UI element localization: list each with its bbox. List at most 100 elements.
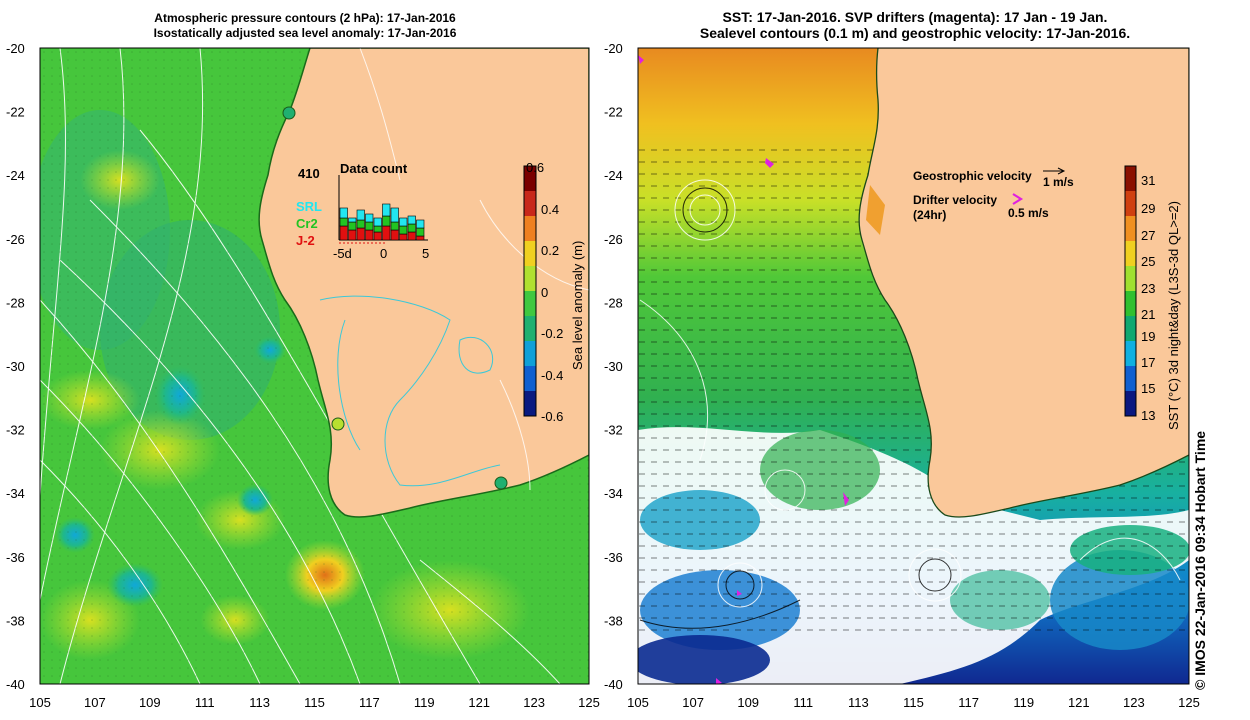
y-tick-right: -20 [604,41,623,56]
histogram-bar [382,203,391,217]
left-map-frame [39,47,590,685]
histogram-bar [407,223,416,233]
y-tick-left: -28 [6,295,25,310]
cbl-tick-2: 0.2 [541,243,559,258]
colorbar-segment [524,316,536,342]
y-tick-left: -26 [6,232,25,247]
histogram-bar [365,229,374,241]
histogram-bar [382,215,391,227]
cbl-label: Sea level anomaly (m) [570,241,585,370]
cbr-tick-6: 19 [1141,329,1155,344]
cbr-tick-3: 25 [1141,254,1155,269]
y-tick-left: -36 [6,550,25,565]
cbl-tick-5: -0.4 [541,368,563,383]
y-tick-left: -22 [6,105,25,120]
data-count-total: 410 [298,166,320,181]
histogram-bar [339,207,348,219]
histogram-bar [365,213,374,223]
sst-map [638,48,1189,684]
drifter-velocity-label: Drifter velocity [913,193,997,207]
cbr-tick-8: 15 [1141,381,1155,396]
legend-srl: SRL [296,199,322,214]
cbl-tick-0: 0.6 [526,160,544,175]
hist-tick-5: 5 [422,246,429,261]
x-tick-right: 125 [1178,695,1200,710]
x-tick-left: 125 [578,695,600,710]
cbl-tick-4: -0.2 [541,326,563,341]
colorbar-segment [1125,316,1136,342]
x-tick-left: 105 [29,695,51,710]
x-tick-left: 107 [84,695,106,710]
cbr-tick-1: 29 [1141,201,1155,216]
x-tick-right: 105 [627,695,649,710]
left-title-line2: Isostatically adjusted sea level anomaly… [153,26,457,40]
y-tick-right: -36 [604,550,623,565]
histogram-bar [399,233,408,241]
geo-scale-label: 1 m/s [1043,175,1074,189]
histogram-bar [339,217,348,227]
histogram-bar [365,221,374,231]
credit-text: © IMOS 22-Jan-2016 09:34 Hobart Time [1192,430,1208,690]
colorbar-segment [1125,166,1136,192]
right-title-line1: SST: 17-Jan-2016. SVP drifters (magenta)… [722,9,1108,25]
cbl-tick-6: -0.6 [541,409,563,424]
histogram-bar [373,217,382,227]
cbr-label: SST (°C) 3d night&day (L3S-3d QL>=2) [1166,201,1181,430]
y-tick-left: -34 [6,486,25,501]
drifter-arrow-icon [1012,193,1024,205]
histogram-bar [382,225,391,241]
y-tick-right: -30 [604,359,623,374]
x-tick-right: 107 [682,695,704,710]
x-tick-left: 121 [468,695,490,710]
x-tick-right: 119 [1013,695,1034,710]
drifter-velocity-sub: (24hr) [913,208,946,222]
histogram-bar [373,231,382,241]
colorbar-segment [524,266,536,292]
x-tick-left: 119 [414,695,435,710]
colorbar-segment [524,391,536,417]
y-tick-right: -34 [604,486,623,501]
legend-j2: J-2 [296,233,315,248]
axis-labels: -20 -20 -22 -22 -24 -24 -26 -26 -28 -28 -30 -30 -32 -… [6,41,1200,710]
histogram-bar [407,231,416,241]
x-tick-right: 109 [737,695,759,710]
histogram-bar [416,235,425,241]
colorbar-frame [523,165,537,417]
colorbar-segment [524,366,536,392]
colorbar-segment [1125,366,1136,392]
hist-tick-0: 0 [380,246,387,261]
left-title-line1: Atmospheric pressure contours (2 hPa): 1… [154,11,456,25]
y-tick-right: -28 [604,295,623,310]
x-tick-left: 111 [195,695,215,710]
histogram-bar [348,221,357,231]
histogram-bar [356,219,365,229]
colorbar-frame [1124,165,1137,417]
x-tick-right: 111 [793,695,813,710]
legend-cr2: Cr2 [296,216,318,231]
y-tick-right: -26 [604,232,623,247]
x-tick-left: 115 [304,695,325,710]
colorbar-segment [1125,241,1136,267]
x-tick-left: 109 [139,695,161,710]
colorbar-segment [1125,391,1136,417]
x-tick-right: 115 [903,695,924,710]
colorbar-segment [524,216,536,242]
cbr-tick-5: 21 [1141,307,1155,322]
right-map-frame [637,47,1190,685]
geo-velocity-label: Geostrophic velocity [913,169,1032,183]
histogram-bar [356,209,365,221]
y-tick-left: -20 [6,41,25,56]
y-tick-right: -32 [604,423,623,438]
sst-colorbar [1124,165,1137,417]
cbr-tick-0: 31 [1141,173,1155,188]
sea-level-colorbar [523,165,537,417]
histogram-bar [407,215,416,225]
histogram-bar [399,225,408,235]
right-title-line2: Sealevel contours (0.1 m) and geostrophi… [699,25,1131,41]
colorbar-segment [524,241,536,267]
y-tick-right: -40 [604,677,623,692]
x-tick-right: 123 [1123,695,1145,710]
y-tick-left: -38 [6,613,25,628]
x-tick-right: 121 [1068,695,1090,710]
